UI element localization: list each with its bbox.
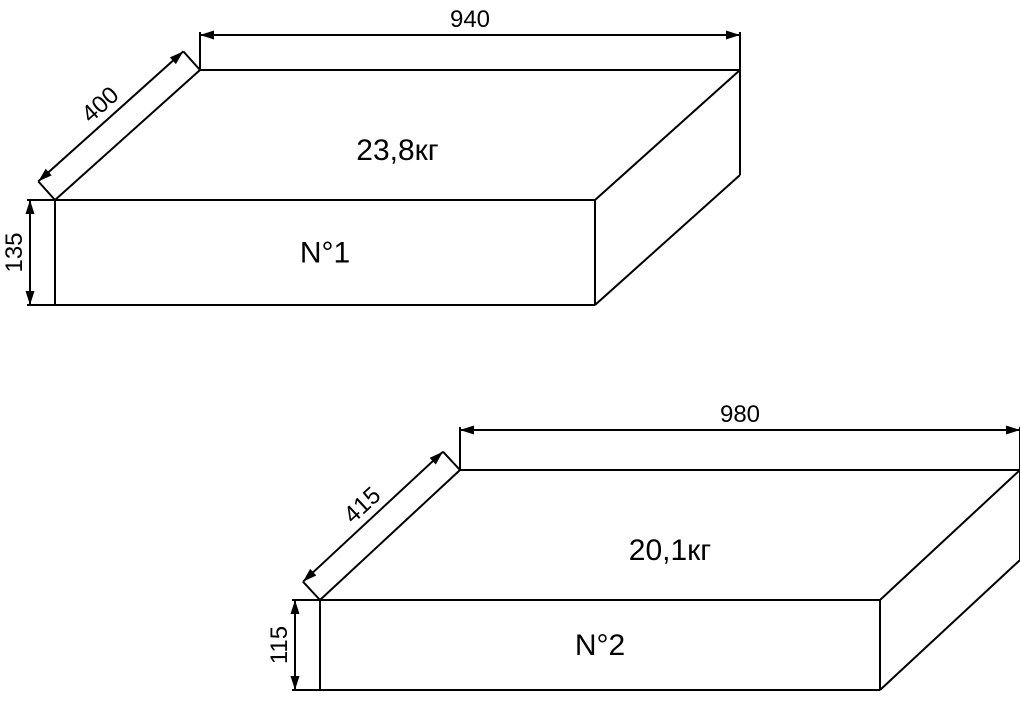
width-dim: 980: [720, 401, 760, 428]
width-dim: 940: [450, 6, 490, 33]
depth-dim: 400: [77, 81, 125, 128]
technical-drawing: 940 400 135 23,8кг N°1 980 415 115 20,1кг N°2: [0, 0, 1020, 728]
number-label: N°2: [575, 629, 625, 662]
number-label: N°1: [300, 237, 350, 270]
weight-label: 20,1кг: [629, 534, 712, 567]
height-dim: 135: [1, 232, 28, 272]
height-dim: 115: [266, 626, 293, 664]
weight-label: 23,8кг: [356, 134, 439, 167]
depth-dim: 415: [339, 482, 387, 529]
